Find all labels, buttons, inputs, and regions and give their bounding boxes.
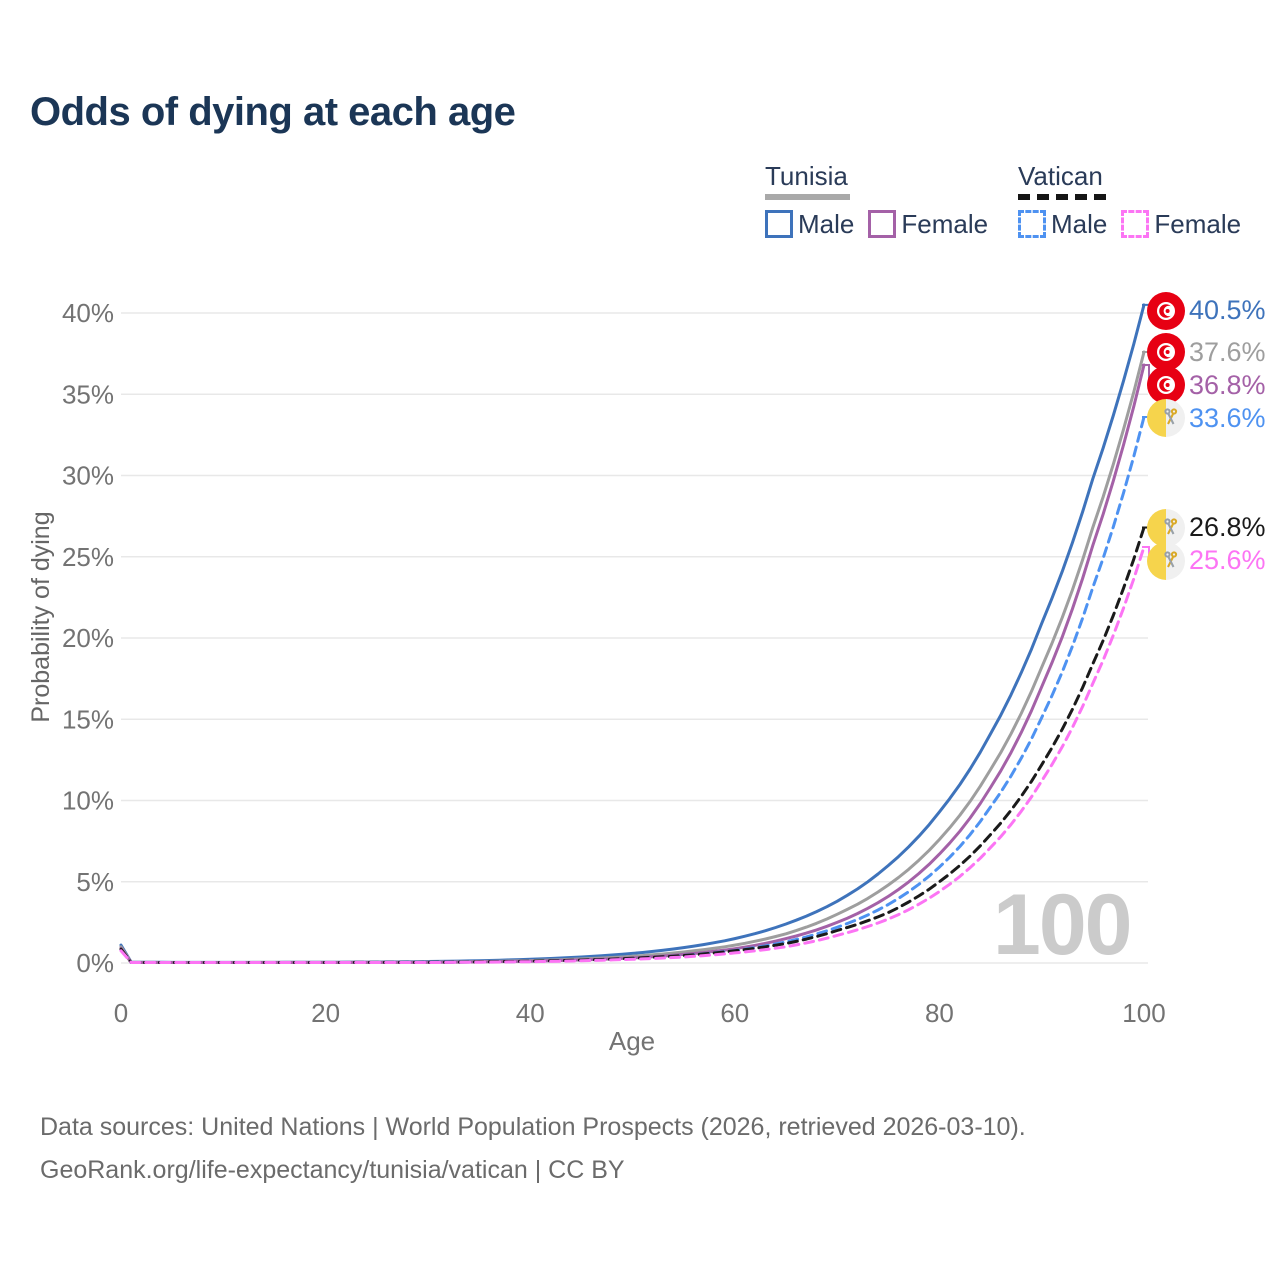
vatican-flag-icon [1147,508,1185,547]
license-line[interactable]: GeoRank.org/life-expectancy/tunisia/vati… [40,1155,625,1184]
end-label-vatican-female: 25.6% [1147,541,1266,580]
svg-text:10%: 10% [62,786,114,816]
vatican-flag-icon [1147,541,1185,580]
svg-text:20%: 20% [62,623,114,653]
legend-tunisia-female-label[interactable]: Female [901,208,989,239]
data-sources-line: Data sources: United Nations | World Pop… [40,1113,1026,1141]
age-indicator-watermark: 100 [993,877,1132,973]
source-attribution: Data sources: United Nations | World Pop… [40,1106,1026,1191]
gridlines [121,312,1148,964]
line-tunisia-both-sexes-[interactable] [119,350,1146,964]
legend-vatican-male-label[interactable]: Male [1051,208,1108,239]
x-axis-title: Age [608,1026,656,1056]
tunisia-flag-icon [1147,366,1185,404]
tunisia-line-style-swatch [765,193,850,200]
svg-text:40: 40 [516,998,545,1028]
svg-text:40%: 40% [62,298,114,328]
tunisia-male-swatch[interactable] [765,210,793,239]
tunisia-flag-icon [1147,333,1185,371]
svg-text:80: 80 [925,998,954,1028]
line-tunisia-male[interactable] [119,303,1146,964]
svg-text:30%: 30% [62,461,114,491]
legend-group-vatican: Vatican Male Female [1018,162,1255,240]
end-label-tunisia-male: 40.5% [1147,291,1266,330]
vatican-female-swatch[interactable] [1121,210,1150,239]
line-vatican-male[interactable] [119,415,1146,964]
svg-text:100: 100 [1122,998,1165,1028]
end-label-tunisia-all: 37.6% [1147,333,1266,371]
svg-text:0: 0 [114,998,128,1028]
y-axis-title: Probability of dying [27,511,55,723]
svg-text:20: 20 [311,998,340,1028]
legend-tunisia-male-label[interactable]: Male [798,208,855,239]
vatican-line-style-swatch [1018,193,1106,200]
svg-text:60: 60 [720,998,749,1028]
svg-text:5%: 5% [76,867,114,897]
end-label-vatican-male: 33.6% [1147,399,1266,437]
line-vatican-both-sexes-[interactable] [119,526,1146,964]
axis-tick-labels: 0% 5% 10% 15% 20% 25% 30% 35% 40% 0 20 40 60 80 100 [62,298,1166,1028]
legend-vatican-label[interactable]: Vatican [1018,161,1103,191]
legend-group-tunisia: Tunisia Male Female [765,162,1002,240]
end-label-tunisia-female: 36.8% [1147,366,1266,404]
svg-text:35%: 35% [62,379,114,409]
vatican-flag-icon [1147,399,1185,437]
tunisia-female-swatch[interactable] [868,210,897,239]
svg-text:25%: 25% [62,542,114,572]
vatican-male-swatch[interactable] [1018,210,1046,239]
page-title: Odds of dying at each age [30,90,516,134]
end-label-vatican-all: 26.8% [1147,508,1266,547]
legend-vatican-female-label[interactable]: Female [1154,208,1242,239]
svg-text:0%: 0% [76,948,114,978]
series-lines [119,303,1146,964]
line-tunisia-female[interactable] [119,363,1146,964]
svg-text:15%: 15% [62,704,114,734]
line-vatican-female[interactable] [119,545,1146,964]
tunisia-flag-icon [1147,291,1185,330]
legend-tunisia-label[interactable]: Tunisia [765,161,848,191]
